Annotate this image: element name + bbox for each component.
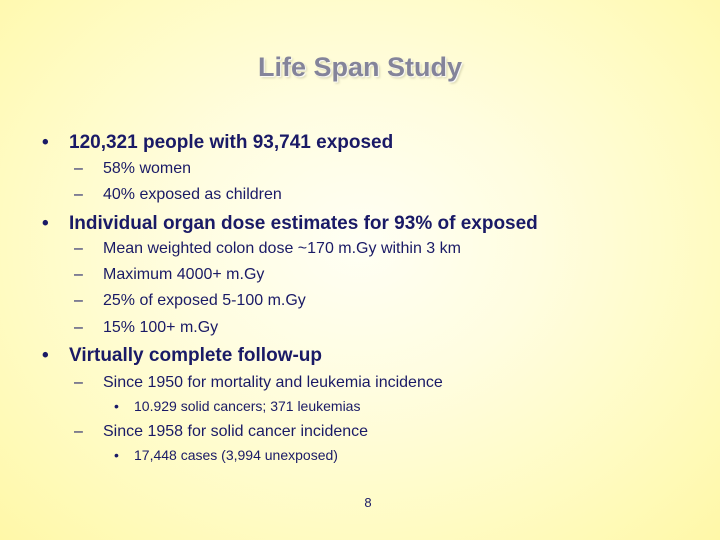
dash-marker: – [74, 292, 83, 309]
bullet-3-sub-2-detail: 17,448 cases (3,994 unexposed) [134, 447, 338, 463]
bullet-marker: • [42, 132, 49, 153]
bullet-3-sub-1-detail: 10.929 solid cancers; 371 leukemias [134, 398, 361, 414]
bullet-3-sub-1: Since 1950 for mortality and leukemia in… [103, 374, 443, 391]
bullet-1-sub-1: 58% women [103, 160, 192, 177]
dash-marker: – [74, 374, 83, 391]
page-number: 8 [364, 495, 372, 510]
bullet-marker: • [42, 345, 49, 366]
bullet-2-sub-2: Maximum 4000+ m.Gy [103, 266, 265, 283]
bullet-2-sub-4: 15% 100+ m.Gy [103, 319, 219, 336]
dash-marker: – [74, 266, 83, 283]
dash-marker: – [74, 319, 83, 336]
dash-marker: – [74, 186, 83, 203]
bullet-marker: • [42, 213, 49, 234]
bullet-marker: • [114, 447, 119, 463]
dash-marker: – [74, 160, 83, 177]
bullet-1-text: 120,321 people with 93,741 exposed [69, 132, 394, 153]
bullet-marker: • [114, 398, 119, 414]
bullet-2-sub-1: Mean weighted colon dose ~170 m.Gy withi… [103, 240, 461, 257]
slide-title: Life Span Study [257, 52, 463, 82]
bullet-3-sub-2: Since 1958 for solid cancer incidence [103, 423, 369, 440]
bullet-3-text: Virtually complete follow-up [69, 345, 323, 366]
bullet-2-sub-3: 25% of exposed 5-100 m.Gy [103, 292, 306, 309]
bullet-1-sub-2: 40% exposed as children [103, 186, 282, 203]
bullet-2-text: Individual organ dose estimates for 93% … [69, 213, 538, 234]
dash-marker: – [74, 240, 83, 257]
dash-marker: – [74, 423, 83, 440]
